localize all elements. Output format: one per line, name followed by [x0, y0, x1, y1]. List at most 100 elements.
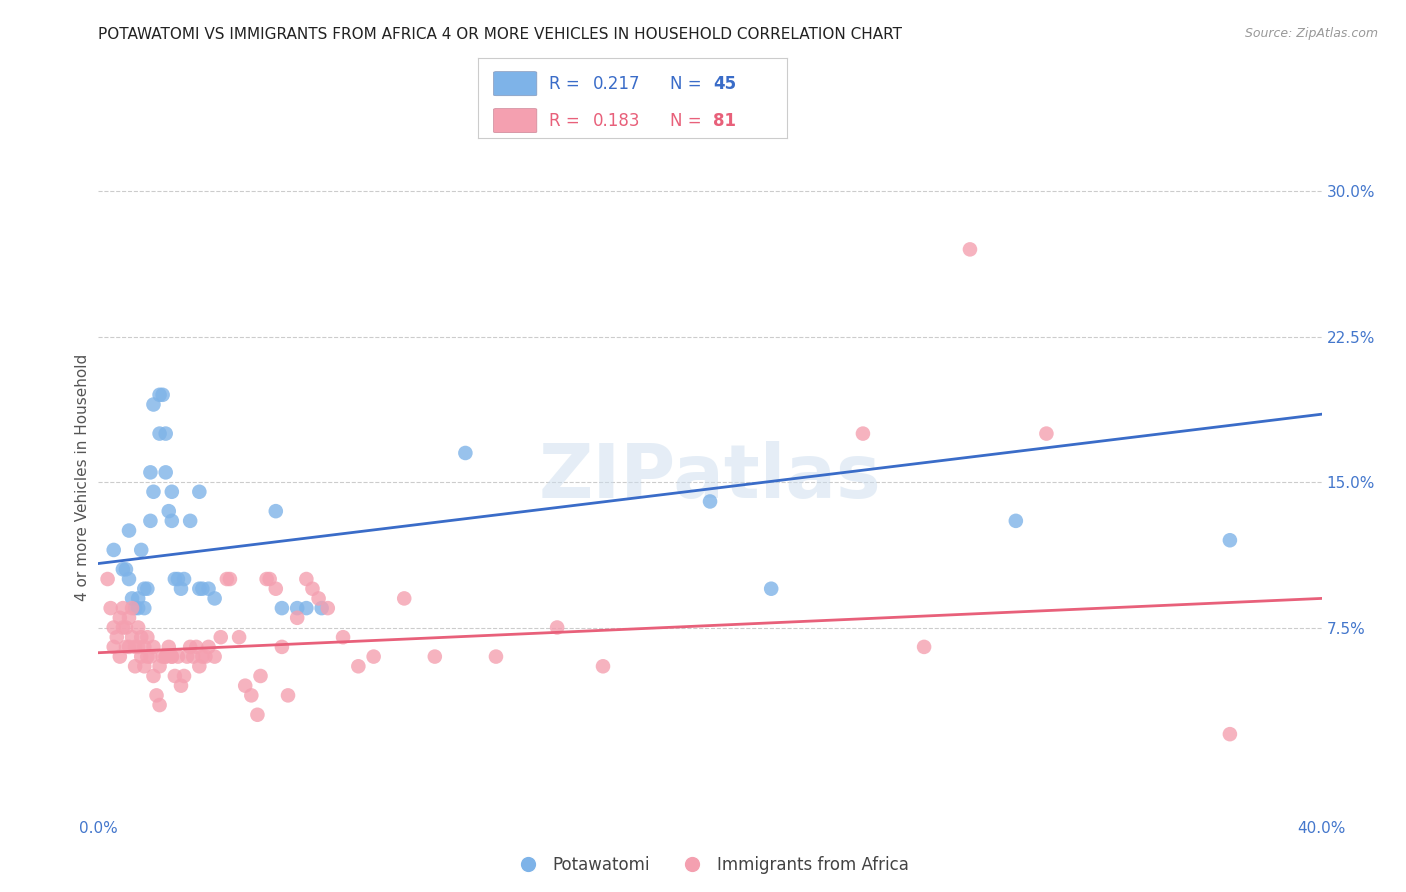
Point — [167, 649, 190, 664]
Text: Source: ZipAtlas.com: Source: ZipAtlas.com — [1244, 27, 1378, 40]
Point — [115, 640, 138, 654]
Point — [105, 630, 128, 644]
Point — [103, 620, 125, 634]
Text: N =: N = — [669, 75, 707, 93]
Point — [139, 649, 162, 664]
Point — [285, 611, 308, 625]
Point — [136, 649, 159, 664]
Point — [136, 582, 159, 596]
Point — [108, 611, 131, 625]
Point — [912, 640, 935, 654]
Point — [127, 591, 149, 606]
Text: N =: N = — [669, 112, 707, 129]
Point — [363, 649, 385, 664]
Point — [181, 649, 204, 664]
Point — [97, 572, 120, 586]
Point — [149, 426, 172, 441]
Point — [1219, 533, 1241, 548]
Point — [1219, 727, 1241, 741]
Point — [115, 620, 138, 634]
Point — [139, 466, 162, 480]
Point — [155, 649, 177, 664]
Point — [142, 640, 165, 654]
Point — [204, 591, 226, 606]
Point — [959, 243, 981, 257]
Point — [170, 679, 193, 693]
Point — [163, 572, 186, 586]
Point — [134, 582, 156, 596]
Point — [188, 659, 211, 673]
Point — [215, 572, 238, 586]
Point — [246, 707, 269, 722]
Point — [316, 601, 339, 615]
Point — [699, 494, 721, 508]
Point — [149, 698, 172, 712]
Point — [124, 601, 146, 615]
Point — [160, 649, 183, 664]
Point — [188, 484, 211, 499]
Point — [136, 630, 159, 644]
Point — [233, 679, 256, 693]
Point — [1004, 514, 1026, 528]
Point — [454, 446, 477, 460]
Point — [759, 582, 782, 596]
Point — [127, 620, 149, 634]
Point — [285, 601, 308, 615]
Point — [111, 620, 134, 634]
Point — [249, 669, 271, 683]
Point — [111, 562, 134, 576]
Text: 81: 81 — [713, 112, 737, 129]
Point — [173, 572, 195, 586]
Point — [173, 669, 195, 683]
Point — [188, 582, 211, 596]
Text: R =: R = — [550, 75, 585, 93]
Point — [170, 582, 193, 596]
Point — [240, 689, 263, 703]
Point — [139, 514, 162, 528]
Point — [142, 397, 165, 411]
Point — [134, 659, 156, 673]
Point — [100, 601, 122, 615]
Point — [163, 669, 186, 683]
Point — [121, 591, 143, 606]
Point — [157, 504, 180, 518]
Point — [228, 630, 250, 644]
Point — [118, 611, 141, 625]
Point — [167, 572, 190, 586]
Point — [108, 649, 131, 664]
Point — [194, 649, 217, 664]
Point — [155, 649, 177, 664]
Point — [103, 640, 125, 654]
Point — [142, 484, 165, 499]
Point — [270, 601, 292, 615]
Point — [264, 582, 287, 596]
Text: 45: 45 — [713, 75, 737, 93]
Point — [121, 601, 143, 615]
Point — [197, 582, 219, 596]
Point — [186, 640, 208, 654]
Point — [155, 426, 177, 441]
Point — [124, 640, 146, 654]
Point — [219, 572, 242, 586]
Point — [191, 649, 214, 664]
Point — [134, 601, 156, 615]
Point — [209, 630, 232, 644]
Point — [160, 649, 183, 664]
Point — [115, 562, 138, 576]
Point — [118, 524, 141, 538]
Point — [127, 601, 149, 615]
Point — [308, 591, 330, 606]
Point — [191, 582, 214, 596]
Point — [129, 543, 152, 558]
Point — [157, 640, 180, 654]
Point — [152, 649, 174, 664]
Point — [347, 659, 370, 673]
Point — [311, 601, 333, 615]
Point — [1035, 426, 1057, 441]
Point — [332, 630, 354, 644]
Point — [149, 659, 172, 673]
Point — [129, 649, 152, 664]
Point — [127, 640, 149, 654]
Point — [277, 689, 299, 703]
Point — [852, 426, 875, 441]
